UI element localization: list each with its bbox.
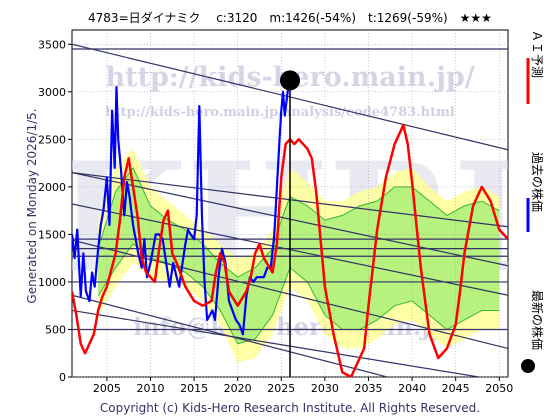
legend-past-label: 過去の株価	[530, 152, 545, 212]
latest-marker	[280, 70, 300, 377]
legend-ai-label: ＡＩ予測	[530, 30, 544, 78]
legend-latest-dot	[521, 359, 535, 373]
x-tick-label: 2010	[136, 382, 164, 395]
x-tick-label: 2030	[311, 382, 339, 395]
series-ai	[72, 123, 508, 377]
y-tick-labels: 0 500 1000 1500 2000 2500 3000 3500	[38, 38, 72, 384]
x-tick-label: 2005	[93, 382, 121, 395]
x-tick-label: 2015	[180, 382, 208, 395]
y-tick-label: 2000	[38, 181, 66, 194]
y-tick-label: 1000	[38, 276, 66, 289]
y-tick-label: 0	[59, 371, 66, 384]
x-tick-label: 2040	[398, 382, 426, 395]
latest-point	[280, 70, 300, 91]
x-tick-label: 2045	[442, 382, 470, 395]
generated-note: Generated on Monday 2026/1/5.	[25, 108, 39, 303]
copyright: Copyright (c) Kids-Hero Research Institu…	[100, 401, 480, 415]
y-tick-label: 2500	[38, 133, 66, 146]
y-tick-label: 3500	[38, 38, 66, 51]
y-tick-label: 500	[45, 323, 66, 336]
x-tick-labels: 2005 2010 2015 2020 2025 2030 2035 2040 2045 2050	[93, 377, 513, 395]
legend: ＡＩ予測 過去の株価 最新の株価	[521, 30, 545, 373]
x-tick-label: 2025	[267, 382, 295, 395]
y-tick-label: 1500	[38, 228, 66, 241]
x-tick-label: 2050	[485, 382, 513, 395]
x-tick-label: 2035	[354, 382, 382, 395]
x-tick-label: 2020	[224, 382, 252, 395]
legend-latest-label: 最新の株価	[530, 290, 545, 350]
y-tick-label: 3000	[38, 86, 66, 99]
chart-title: 4783=日ダイナミク c:3120 m:1426(-54%) t:1269(-…	[88, 10, 492, 25]
series-lines	[72, 80, 508, 377]
